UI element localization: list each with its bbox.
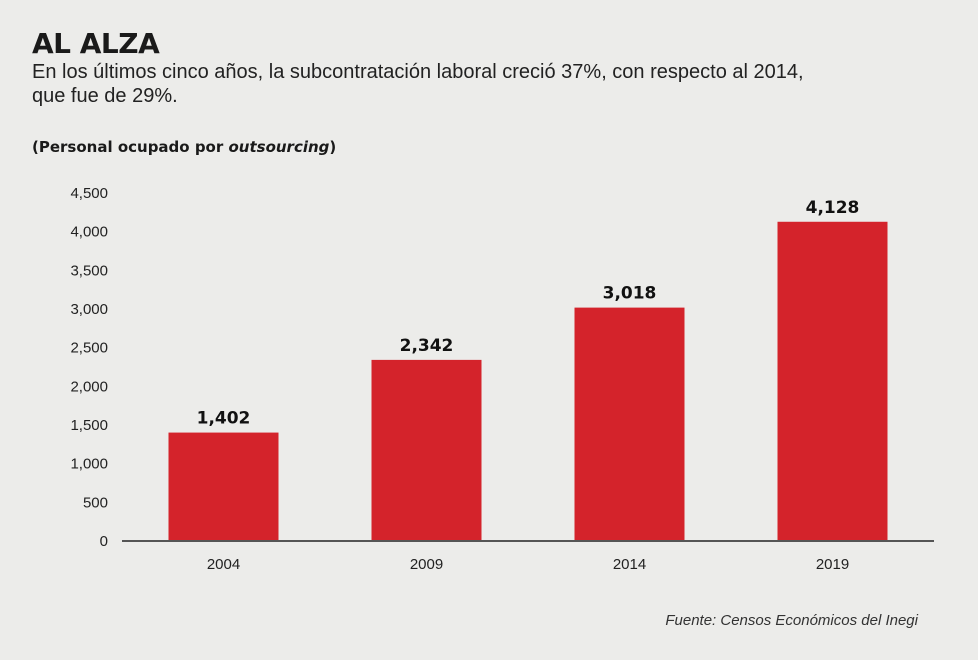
- unit-label-italic: outsourcing: [228, 138, 330, 156]
- y-tick-label: 2,000: [70, 378, 108, 395]
- bar: [168, 432, 279, 541]
- unit-label-suffix: ): [329, 138, 337, 156]
- bar-value-label: 4,128: [806, 198, 860, 218]
- bar-value-label: 3,018: [603, 284, 657, 304]
- x-tick-label: 2019: [816, 556, 849, 573]
- y-tick-label: 1,500: [70, 417, 108, 434]
- chart-subtitle: En los últimos cinco años, la subcontrat…: [32, 61, 804, 107]
- bar: [574, 307, 685, 541]
- x-tick-label: 2014: [613, 556, 646, 573]
- y-tick-label: 0: [100, 533, 108, 550]
- y-tick-label: 500: [83, 494, 108, 511]
- bar: [371, 359, 482, 541]
- unit-label-prefix: (Personal ocupado por: [32, 138, 229, 156]
- y-tick-label: 4,500: [70, 185, 108, 202]
- x-tick-label: 2009: [410, 556, 443, 573]
- bar-value-label: 1,402: [197, 409, 251, 429]
- bar-value-label: 2,342: [400, 336, 454, 356]
- y-tick-label: 1,000: [70, 456, 108, 473]
- chart-title: AL ALZA: [32, 27, 160, 60]
- x-tick-label: 2004: [207, 556, 240, 573]
- y-axis-tick-labels: 0 500 1,000 1,500 2,000 2,500 3,000 3,500 4,000 4…: [70, 185, 108, 550]
- y-tick-label: 2,500: [70, 340, 108, 357]
- y-tick-label: 4,000: [70, 224, 108, 241]
- bar-chart: 0 500 1,000 1,500 2,000 2,500 3,000 3,500 4,000 4…: [70, 185, 934, 573]
- y-tick-label: 3,500: [70, 262, 108, 279]
- bars-group: [168, 221, 888, 541]
- x-axis-tick-labels: 2004 2009 2014 2019: [207, 556, 849, 573]
- y-tick-label: 3,000: [70, 301, 108, 318]
- source-note: Fuente: Censos Económicos del Inegi: [665, 612, 918, 629]
- bar: [777, 221, 888, 541]
- value-labels-group: 1,402 2,342 3,018 4,128: [197, 198, 860, 429]
- unit-label: (Personal ocupado por outsourcing): [32, 138, 336, 156]
